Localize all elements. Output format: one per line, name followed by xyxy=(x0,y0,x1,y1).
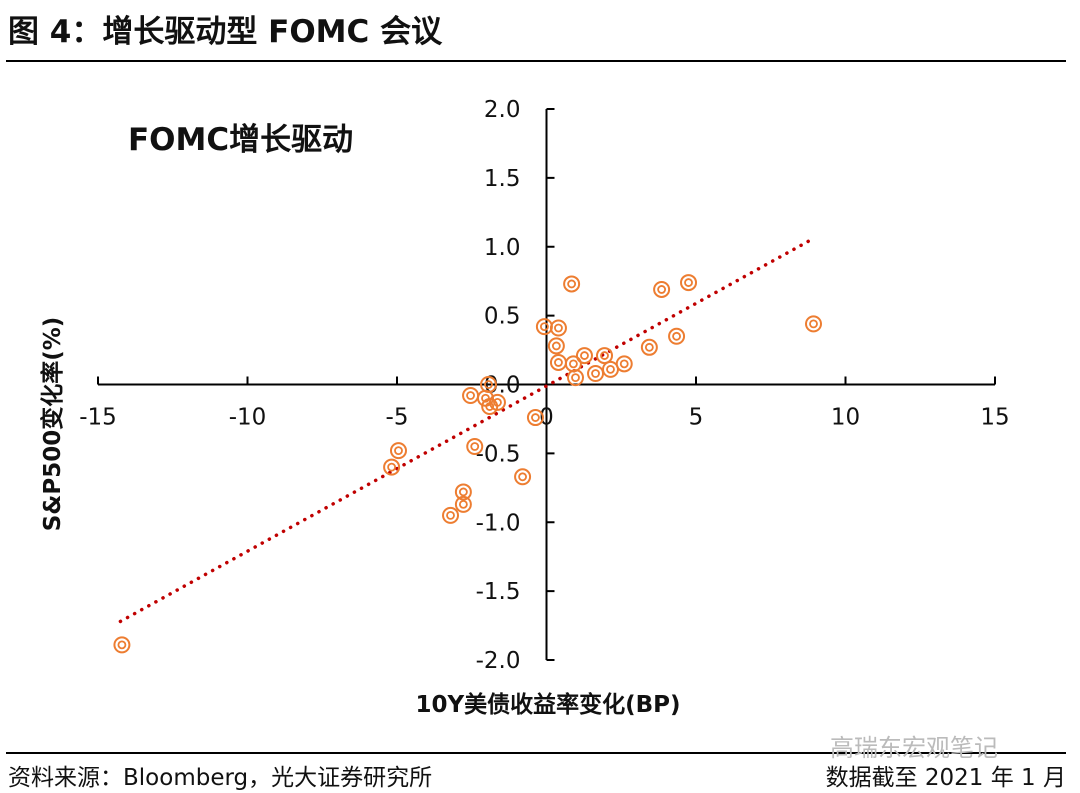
data-point xyxy=(640,338,658,356)
data-point-inner xyxy=(672,331,681,341)
data-point-inner xyxy=(554,358,563,367)
data-point-inner xyxy=(458,487,468,497)
data-point xyxy=(668,327,686,345)
x-tick-label: -5 xyxy=(386,405,409,431)
data-point xyxy=(601,360,619,378)
data-point xyxy=(549,319,567,337)
data-point xyxy=(454,483,472,501)
data-point-inner xyxy=(619,359,629,369)
data-point-inner xyxy=(466,391,475,400)
data-point-inner xyxy=(591,369,600,378)
data-point-inner xyxy=(540,322,549,332)
data-point xyxy=(567,369,585,387)
x-axis-label: 10Y美债收益率变化(BP) xyxy=(415,691,680,718)
data-point-inner xyxy=(554,323,563,333)
y-tick-label: -1.0 xyxy=(476,510,521,536)
header-rule xyxy=(6,60,1066,62)
y-axis-label: S&P500变化率(%) xyxy=(39,317,66,532)
data-point-inner xyxy=(484,380,493,389)
data-point xyxy=(479,376,497,393)
data-point-inner xyxy=(470,442,480,451)
data-point xyxy=(383,458,401,476)
data-point-inner xyxy=(387,462,397,472)
data-point-inner xyxy=(567,279,577,289)
data-point xyxy=(653,280,671,298)
data-point xyxy=(442,506,460,524)
y-tick-label: 1.5 xyxy=(484,166,521,192)
data-point xyxy=(389,442,407,460)
x-tick-label: -15 xyxy=(79,405,117,431)
x-tick-label: 15 xyxy=(980,405,1009,431)
data-point xyxy=(481,398,499,416)
data-point-inner xyxy=(531,413,540,422)
y-tick-label: 2.0 xyxy=(484,97,521,123)
data-point xyxy=(805,315,823,333)
data-point-inner xyxy=(600,351,609,360)
data-point xyxy=(615,355,633,373)
data-point xyxy=(514,468,532,486)
data-point-inner xyxy=(551,341,561,351)
y-tick-label: -2.0 xyxy=(476,648,521,674)
data-point xyxy=(466,437,484,455)
y-tick-label: 1.0 xyxy=(484,235,521,261)
data-point-inner xyxy=(446,510,455,520)
scatter-chart: FOMC增长驱动 10Y美债收益率变化(BP) S&P500变化率(%) -15… xyxy=(39,97,1010,718)
y-tick-label: 0.5 xyxy=(484,304,521,330)
data-point-inner xyxy=(571,373,580,383)
data-point-inner xyxy=(580,351,589,360)
figure-title: 图 4：增长驱动型 FOMC 会议 xyxy=(8,14,443,50)
data-point xyxy=(563,275,581,293)
source-note: 资料来源：Bloomberg，光大证券研究所 xyxy=(8,765,433,791)
data-point-inner xyxy=(458,499,468,509)
data-point-inner xyxy=(657,285,667,294)
data-point-inner xyxy=(485,402,495,411)
data-point-inner xyxy=(569,359,578,369)
data-point xyxy=(549,353,567,371)
data-point xyxy=(596,347,614,365)
footer-rule xyxy=(6,752,1066,754)
data-point-inner xyxy=(606,364,615,374)
data-point xyxy=(454,495,472,513)
chart-title: FOMC增长驱动 xyxy=(128,122,353,158)
data-point-inner xyxy=(809,319,818,329)
watermark: 高瑞东宏观笔记 xyxy=(830,734,998,762)
data-point-inner xyxy=(117,640,127,650)
data-point xyxy=(575,347,593,365)
data-point-inner xyxy=(518,472,527,482)
x-tick-label: 10 xyxy=(831,405,860,431)
x-tick-label: -10 xyxy=(229,405,267,431)
data-point xyxy=(547,337,565,355)
y-tick-label: -1.5 xyxy=(476,579,521,605)
x-tick-label: 5 xyxy=(689,405,704,431)
data-point xyxy=(526,409,544,427)
x-tick-label: 0 xyxy=(539,405,554,431)
data-point-inner xyxy=(644,342,654,352)
data-point xyxy=(680,274,698,292)
date-note: 数据截至 2021 年 1 月 xyxy=(825,765,1066,791)
data-point xyxy=(587,364,605,382)
data-point xyxy=(535,318,553,336)
trend-line xyxy=(118,239,811,624)
data-point-inner xyxy=(394,446,403,456)
data-point xyxy=(113,636,131,654)
data-point xyxy=(462,387,480,405)
data-point-inner xyxy=(684,278,693,287)
